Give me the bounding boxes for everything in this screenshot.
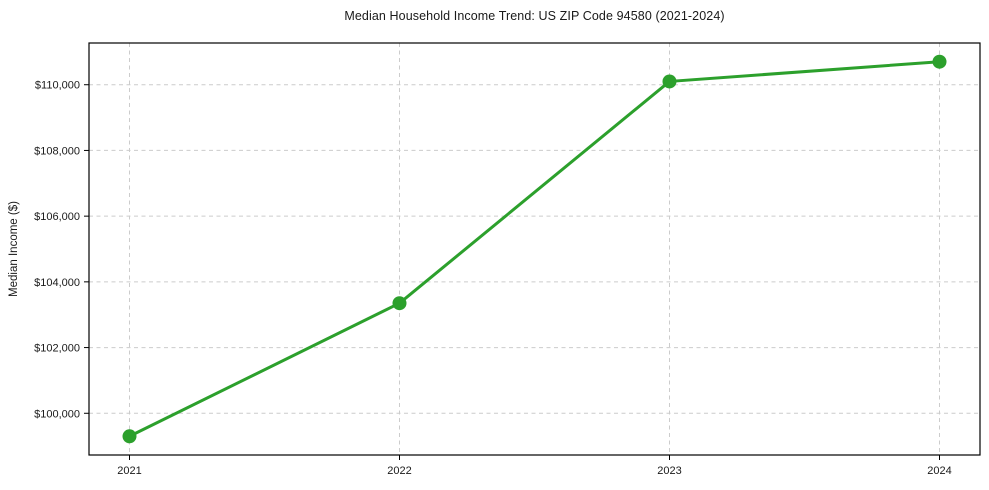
y-tick-label: $106,000 (34, 211, 80, 223)
y-tick-label: $108,000 (34, 145, 80, 157)
x-tick-label: 2021 (117, 465, 141, 477)
plot-border (88, 42, 981, 456)
chart-title: Median Household Income Trend: US ZIP Co… (344, 9, 725, 23)
y-tick-label: $110,000 (35, 80, 80, 92)
y-tick-label: $102,000 (34, 343, 80, 355)
y-tick-label: $104,000 (34, 277, 80, 289)
data-point-2024 (932, 54, 947, 69)
x-tick-label: 2023 (657, 465, 681, 477)
y-tick-label: $100,000 (34, 408, 80, 420)
data-point-2021 (122, 429, 137, 444)
x-tick-label: 2022 (387, 465, 411, 477)
x-tick-label: 2024 (927, 465, 951, 477)
data-point-2023 (662, 74, 677, 89)
trend-line (128, 60, 941, 438)
data-point-2022 (392, 296, 407, 311)
